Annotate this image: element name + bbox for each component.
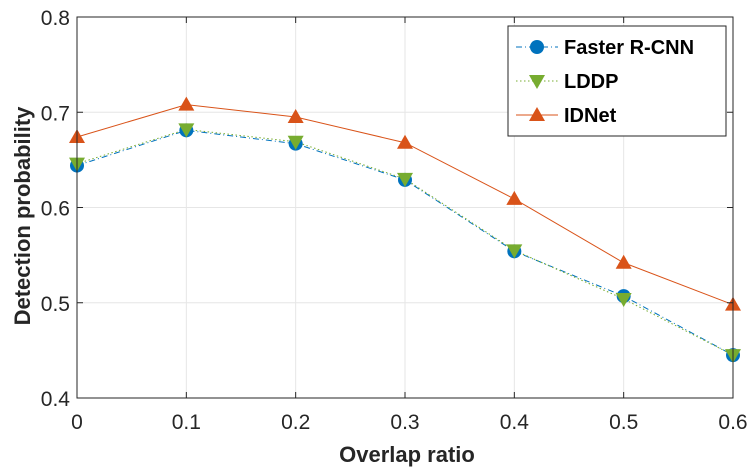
legend-marker-idnet	[529, 107, 545, 121]
axes	[76, 16, 734, 399]
y-tick-label: 0.7	[41, 102, 70, 125]
data-point-idnet	[287, 109, 304, 124]
legend-marker-faster-r-cnn	[530, 40, 544, 54]
x-tick-label: 0.2	[281, 411, 310, 434]
data-point-idnet	[397, 134, 413, 149]
x-tick-label: 0.1	[172, 411, 201, 434]
x-tick-label: 0.6	[718, 411, 747, 434]
legend-label-faster-r-cnn: Faster R-CNN	[564, 37, 694, 59]
data-point-lddp	[397, 172, 413, 187]
tick-labels: 0 0.1 0.2 0.3 0.4 0.5 0.6 0.4 0.5 0.6 0.7 0.8	[41, 7, 748, 434]
data-point-idnet	[506, 190, 523, 205]
data-point-lddp	[615, 292, 632, 307]
y-tick-label: 0.4	[41, 388, 71, 411]
x-tick-label: 0.4	[500, 411, 530, 434]
data-point-lddp	[506, 244, 523, 259]
y-axis-title: Detection probability	[10, 106, 35, 326]
data-point-idnet	[178, 96, 195, 111]
x-tick-label: 0	[71, 411, 83, 434]
legend: Faster R-CNN LDDP IDNet	[507, 25, 727, 137]
data-point-idnet	[615, 254, 632, 269]
y-tick-label: 0.6	[41, 198, 70, 221]
x-tick-label: 0.3	[390, 411, 419, 434]
y-tick-label: 0.8	[41, 7, 70, 30]
legend-marker-lddp	[529, 75, 545, 89]
data-point-lddp	[178, 123, 195, 138]
data-point-lddp	[287, 135, 304, 150]
legend-label-lddp: LDDP	[564, 71, 618, 93]
x-tick-label: 0.5	[609, 411, 638, 434]
legend-label-idnet: IDNet	[564, 105, 617, 127]
x-axis-title: Overlap ratio	[339, 442, 475, 467]
y-tick-label: 0.5	[41, 293, 70, 316]
